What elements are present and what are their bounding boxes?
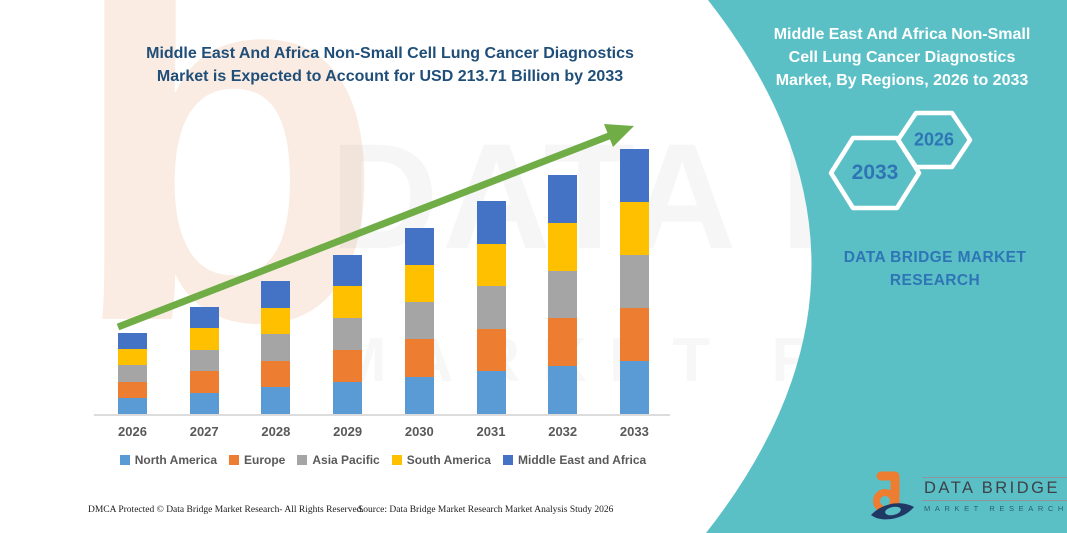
- bar-segment-asia-pacific: [476, 286, 506, 329]
- bar-segment-asia-pacific: [548, 270, 578, 319]
- bar-segment-asia-pacific: [619, 254, 649, 308]
- bar-segment-north-america: [261, 387, 291, 414]
- bar-segment-south-america: [189, 328, 219, 350]
- bar-segment-middle-east-and-africa: [619, 148, 649, 202]
- bar-2029: [333, 254, 363, 414]
- bar-segment-south-america: [476, 243, 506, 287]
- side-panel-title-line1: Middle East And Africa Non-Small: [773, 26, 1031, 43]
- bar-2026: [118, 333, 147, 414]
- legend-label: North America: [134, 453, 218, 467]
- legend-label: Middle East and Africa: [517, 453, 647, 467]
- legend-item-north-america: North America: [119, 453, 218, 467]
- bar-segment-north-america: [118, 397, 147, 414]
- legend-item-south-america: South America: [391, 453, 491, 467]
- bar-segment-north-america: [189, 392, 219, 414]
- brand-text: DATA BRIDGE MARKET RESEARCH: [790, 246, 1067, 292]
- x-axis-line: [94, 414, 670, 416]
- bar-segment-south-america: [118, 349, 147, 366]
- chart-legend: North America Europe Asia Pacific South Ame…: [95, 453, 671, 467]
- x-axis-label-2029: 2029: [333, 424, 363, 439]
- bar-segment-middle-east-and-africa: [548, 175, 578, 223]
- bar-segment-middle-east-and-africa: [333, 254, 363, 287]
- bar-segment-europe: [619, 307, 649, 361]
- bar-segment-south-america: [404, 264, 434, 303]
- bar-segment-europe: [189, 371, 219, 393]
- x-axis-label-2026: 2026: [118, 424, 147, 439]
- hexagon-year-2033: 2033: [851, 161, 899, 184]
- bar-segment-north-america: [619, 360, 649, 414]
- bar-segment-europe: [118, 381, 147, 398]
- side-panel-title-line3: Market, By Regions, 2026 to 2033: [775, 72, 1029, 89]
- year-hexagons-icon: [828, 110, 973, 211]
- bar-segment-europe: [261, 360, 291, 388]
- dbmr-logo: DATA BRIDGE MARKET RESEARCH: [869, 468, 1067, 522]
- x-axis-label-2030: 2030: [404, 424, 434, 439]
- dbmr-logo-subtitle: MARKET RESEARCH: [924, 503, 1067, 513]
- bar-segment-south-america: [333, 286, 363, 319]
- legend-swatch-icon: [297, 455, 308, 465]
- brand-text-line2: RESEARCH: [889, 272, 981, 289]
- bar-segment-asia-pacific: [261, 334, 291, 361]
- x-axis-label-2032: 2032: [548, 424, 578, 439]
- dbmr-logo-name: DATA BRIDGE: [922, 477, 1067, 502]
- chart-title: Middle East And Africa Non-Small Cell Lu…: [85, 42, 695, 88]
- bar-2030: [404, 227, 434, 414]
- side-panel-title: Middle East And Africa Non-Small Cell Lu…: [752, 23, 1052, 92]
- x-axis-label-2031: 2031: [476, 424, 506, 439]
- bar-2028: [261, 281, 291, 414]
- bar-segment-south-america: [261, 307, 291, 335]
- bar-segment-north-america: [548, 366, 578, 414]
- x-axis-label-2027: 2027: [189, 424, 219, 439]
- legend-label: Europe: [244, 453, 286, 467]
- legend-swatch-icon: [391, 455, 402, 465]
- brand-text-line1: DATA BRIDGE MARKET: [843, 249, 1027, 266]
- bar-segment-middle-east-and-africa: [404, 227, 434, 265]
- bar-segment-europe: [476, 328, 506, 372]
- legend-item-europe: Europe: [229, 453, 285, 467]
- bar-segment-asia-pacific: [189, 349, 219, 372]
- chart-title-line1: Middle East And Africa Non-Small Cell Lu…: [146, 45, 634, 62]
- side-panel-title-line2: Cell Lung Cancer Diagnostics: [788, 49, 1016, 66]
- bar-2033: [619, 148, 649, 414]
- source-text: Source: Data Bridge Market Research Mark…: [358, 505, 614, 515]
- legend-swatch-icon: [502, 455, 513, 465]
- hexagon-year-2026: 2026: [913, 129, 955, 150]
- legend-swatch-icon: [119, 455, 130, 465]
- x-axis-label-2028: 2028: [261, 424, 291, 439]
- bar-2031: [476, 201, 506, 414]
- bar-segment-asia-pacific: [118, 365, 147, 382]
- x-axis-label-2033: 2033: [619, 424, 649, 439]
- bar-segment-middle-east-and-africa: [261, 281, 291, 308]
- bar-segment-north-america: [333, 382, 363, 414]
- bar-segment-europe: [548, 318, 578, 367]
- legend-swatch-icon: [229, 455, 240, 465]
- chart-title-line2: Market is Expected to Account for USD 21…: [156, 68, 624, 85]
- bar-segment-asia-pacific: [333, 318, 363, 351]
- legend-label: South America: [406, 453, 491, 467]
- bar-segment-north-america: [404, 376, 434, 414]
- bar-segment-south-america: [548, 222, 578, 271]
- legend-item-middle-east-and-africa: Middle East and Africa: [502, 453, 647, 467]
- bar-segment-asia-pacific: [404, 302, 434, 340]
- bar-2032: [548, 175, 578, 414]
- legend-item-asia-pacific: Asia Pacific: [297, 453, 380, 467]
- bar-segment-europe: [333, 350, 363, 383]
- legend-label: Asia Pacific: [312, 453, 380, 467]
- bar-2027: [189, 307, 219, 414]
- bar-segment-middle-east-and-africa: [118, 333, 147, 350]
- bar-segment-south-america: [619, 201, 649, 255]
- dbmr-logo-icon: [871, 471, 914, 520]
- bar-segment-middle-east-and-africa: [476, 201, 506, 244]
- bar-segment-europe: [404, 339, 434, 377]
- bar-segment-middle-east-and-africa: [189, 307, 219, 329]
- bar-segment-north-america: [476, 371, 506, 414]
- dbmr-logo-text: DATA BRIDGE MARKET RESEARCH: [922, 477, 1067, 513]
- copyright-text: DMCA Protected © Data Bridge Market Rese…: [88, 505, 364, 515]
